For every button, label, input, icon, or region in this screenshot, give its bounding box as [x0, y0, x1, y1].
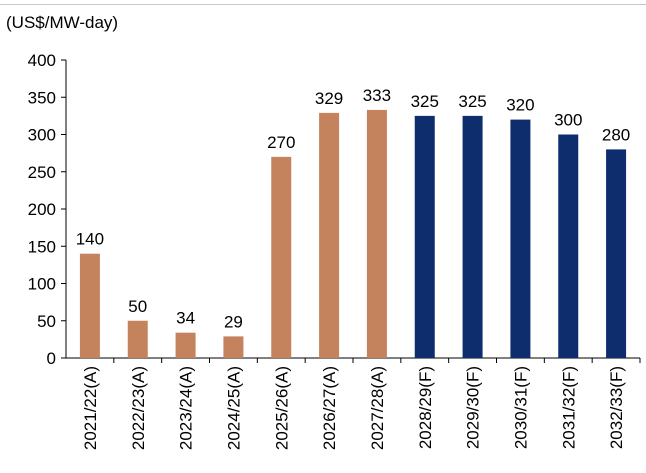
- y-tick-label: 0: [47, 349, 56, 368]
- x-tick-label: 2025/26(A): [272, 366, 291, 450]
- y-tick-label: 250: [28, 163, 56, 182]
- data-label: 50: [128, 297, 147, 316]
- x-tick-label: 2023/24(A): [177, 366, 196, 450]
- y-tick-label: 200: [28, 200, 56, 219]
- x-axis: 2021/22(A) 2022/23(A) 2023/24(A) 2024/25(A)…: [66, 357, 641, 450]
- x-tick-label: 2030/31(F): [511, 366, 530, 449]
- x-tick-label: 2026/27(A): [320, 366, 339, 450]
- y-tick-label: 150: [28, 237, 56, 256]
- data-labels: 140 50 34 29 270 329 333 325 325 320 300 280: [76, 86, 631, 331]
- x-tick-label: 2032/33(F): [607, 366, 626, 449]
- bar: [223, 336, 244, 358]
- bar: [319, 112, 340, 359]
- data-label: 320: [506, 96, 534, 115]
- x-tick-label: 2031/32(F): [559, 366, 578, 449]
- data-label: 329: [315, 89, 343, 108]
- data-label: 325: [411, 92, 439, 111]
- x-tick-label: 2024/25(A): [224, 366, 243, 450]
- data-label: 333: [363, 86, 391, 105]
- y-unit-label: (US$/MW-day): [6, 13, 118, 32]
- bar: [606, 149, 627, 358]
- data-label: 270: [267, 133, 295, 152]
- bar: [414, 115, 435, 358]
- x-tick-label: 2028/29(F): [416, 366, 435, 449]
- bar: [366, 109, 387, 358]
- y-tick-label: 50: [37, 312, 56, 331]
- bar: [510, 119, 531, 358]
- data-label: 280: [602, 125, 630, 144]
- data-label: 140: [76, 230, 104, 249]
- bar: [79, 253, 100, 358]
- y-tick-label: 300: [28, 126, 56, 145]
- data-label: 300: [554, 111, 582, 130]
- x-tick-label: 2022/23(A): [129, 366, 148, 450]
- bar: [558, 134, 579, 358]
- data-label: 325: [458, 92, 486, 111]
- y-tick-label: 100: [28, 275, 56, 294]
- x-tick-label: 2021/22(A): [81, 366, 100, 450]
- bar: [462, 115, 483, 358]
- x-tick-label: 2027/28(A): [368, 366, 387, 450]
- bar: [175, 332, 196, 358]
- x-tick-label: 2029/30(F): [464, 366, 483, 449]
- y-axis: 0 50 100 150 200 250 300 350 400: [28, 51, 67, 368]
- bar: [127, 320, 148, 358]
- y-tick-label: 350: [28, 88, 56, 107]
- y-tick-label: 400: [28, 51, 56, 70]
- bar: [271, 156, 292, 358]
- bars: [79, 109, 627, 359]
- data-label: 29: [224, 312, 243, 331]
- data-label: 34: [176, 309, 195, 328]
